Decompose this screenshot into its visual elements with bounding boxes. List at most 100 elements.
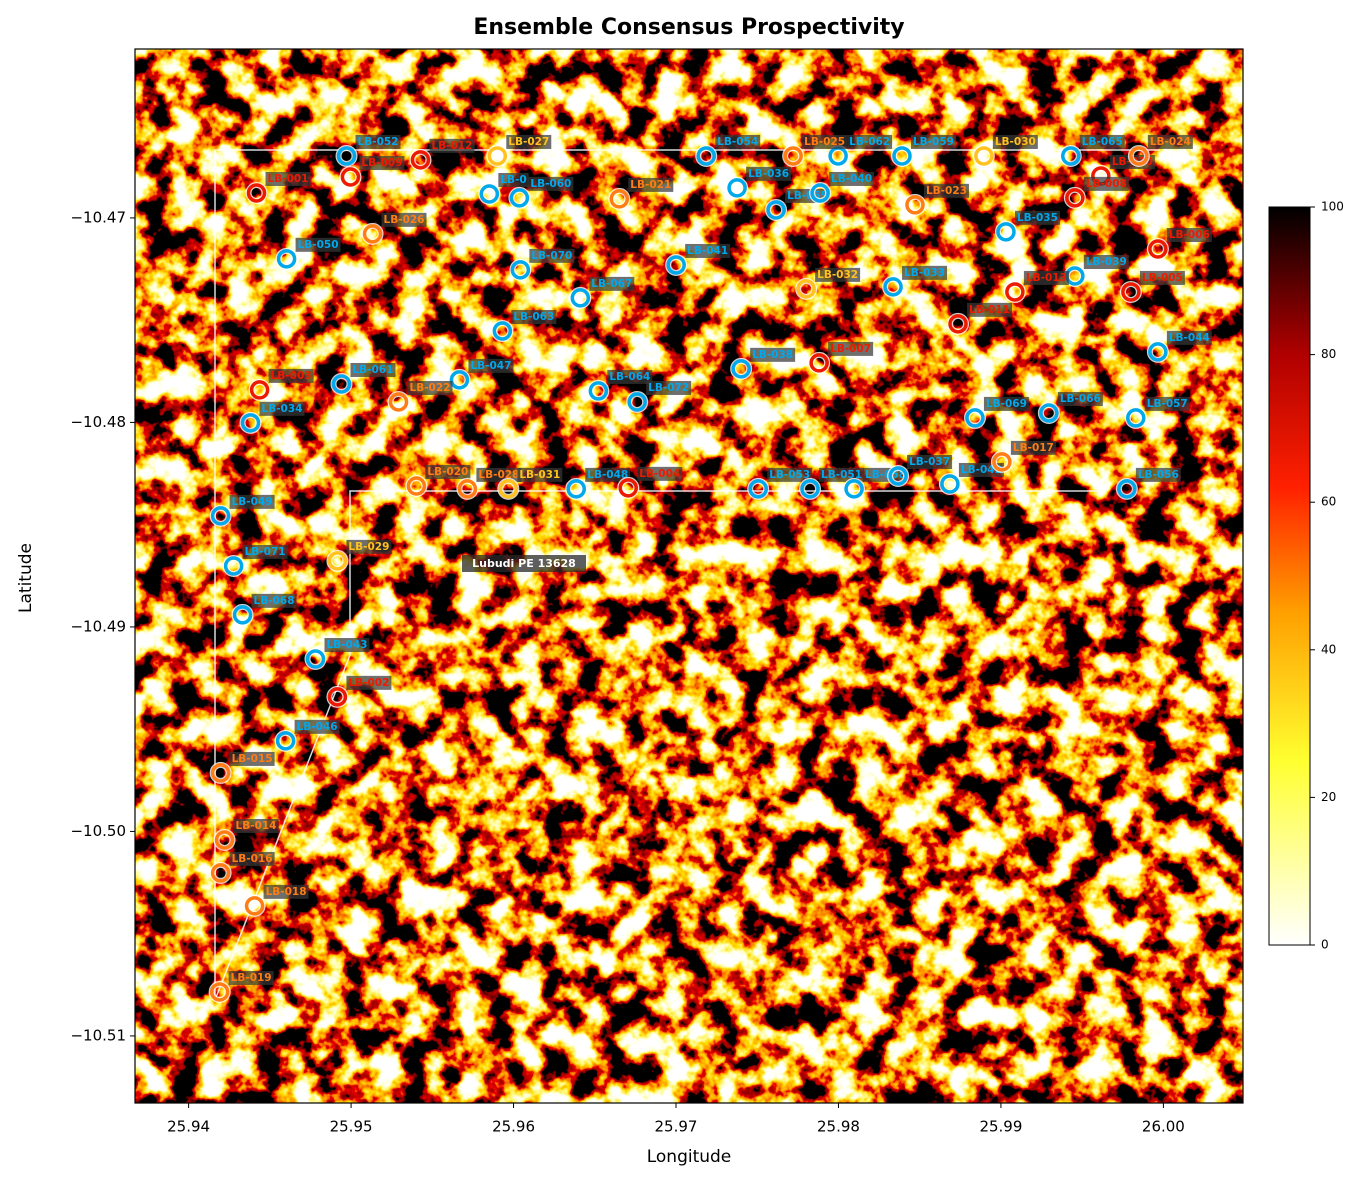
point: [509, 188, 530, 208]
point-label: LB-033: [904, 267, 945, 279]
point-label: LB-037: [909, 456, 950, 468]
point-label: LB-067: [591, 278, 632, 290]
point: [327, 687, 348, 707]
point: [1065, 188, 1085, 208]
point: [748, 479, 768, 499]
point: [588, 381, 609, 401]
point: [609, 189, 630, 209]
point: [810, 183, 830, 203]
x-tick-label: 25.97: [655, 1118, 698, 1136]
point-label: LB-026: [384, 214, 425, 226]
point-label-box: [429, 138, 475, 153]
point: [1148, 342, 1168, 362]
point-label: LB-015: [232, 753, 273, 765]
point: [570, 288, 591, 308]
point-label: LB-020: [427, 466, 468, 478]
point-label: LB-030: [995, 136, 1036, 148]
point-label-box: [517, 467, 563, 482]
point-label: LB-063: [513, 311, 554, 323]
point-label-box: [1166, 228, 1212, 243]
point-label: LB-023: [926, 185, 967, 197]
point: [210, 863, 231, 883]
point-label-box: [265, 171, 311, 186]
point-label-box: [229, 851, 275, 866]
y-tick-label: −10.48: [70, 413, 126, 431]
point-label-box: [1010, 440, 1056, 455]
point-label: LB-062: [849, 136, 890, 148]
point-label: LB-057: [1147, 398, 1188, 410]
point: [406, 476, 427, 496]
colorbar-tick-label: 0: [1321, 938, 1329, 952]
point: [510, 260, 531, 280]
point-label-box: [607, 369, 653, 384]
point-label: LB-049: [232, 496, 273, 508]
point: [336, 146, 357, 166]
point-label-box: [967, 302, 1013, 317]
point-label: LB-008: [1086, 178, 1127, 190]
point-label-box: [468, 358, 514, 373]
point-label: LB-072: [648, 382, 689, 394]
point-label-box: [381, 212, 427, 227]
point: [892, 146, 912, 166]
point-label-box: [983, 396, 1029, 411]
point-label-box: [589, 276, 635, 291]
point: [905, 195, 925, 215]
point-label: LB-021: [630, 179, 671, 191]
x-tick-label: 26.00: [1142, 1118, 1185, 1136]
point-label: LB-024: [1150, 136, 1191, 148]
colorbar: [1268, 206, 1311, 946]
point: [1061, 146, 1081, 166]
point: [974, 146, 994, 166]
point: [214, 830, 235, 850]
point-label-box: [295, 237, 341, 252]
chart-title: Ensemble Consensus Prospectivity: [473, 15, 904, 40]
point-label-box: [802, 134, 848, 149]
point: [800, 479, 820, 499]
point-label-box: [1083, 254, 1129, 269]
point-label: LB-028: [478, 469, 519, 481]
point: [210, 763, 231, 783]
point: [965, 408, 985, 428]
point-label-box: [242, 544, 288, 559]
point-label-box: [1023, 270, 1069, 285]
point: [1121, 282, 1141, 302]
point: [1005, 282, 1025, 302]
point-label: LB-0: [500, 174, 526, 186]
y-axis-label: Latitude: [16, 543, 36, 613]
point-label: LB-048: [587, 469, 628, 481]
point: [844, 479, 864, 499]
point-label-box: [685, 243, 731, 258]
point-label: LB-003: [271, 370, 312, 382]
point: [727, 178, 747, 198]
point: [566, 479, 587, 499]
colorbar-tick-label: 20: [1321, 790, 1336, 804]
point-label: LB-005: [1142, 272, 1183, 284]
point-label: LB-009: [361, 157, 402, 169]
point-label-box: [528, 176, 574, 191]
point: [410, 150, 431, 170]
point-label-box: [259, 401, 305, 416]
x-tick-label: 25.95: [330, 1118, 373, 1136]
point-label: LB-027: [508, 136, 549, 148]
point: [666, 255, 686, 275]
point-label-box: [268, 368, 314, 383]
x-tick-label: 25.96: [492, 1118, 535, 1136]
point: [331, 374, 352, 394]
y-tick-label: −10.47: [70, 208, 126, 226]
point-label: LB-031: [519, 469, 560, 481]
point-label: LB-065: [1082, 136, 1123, 148]
point-label: LB-054: [717, 136, 758, 148]
point-label-box: [324, 638, 370, 653]
point: [276, 249, 297, 269]
point: [498, 479, 519, 499]
point-label: LB-036: [748, 168, 789, 180]
point-label: LB-002: [348, 677, 389, 689]
point-label: LB-011: [969, 304, 1010, 316]
point-label: LB-069: [986, 398, 1027, 410]
point: [783, 146, 803, 166]
point-label: LB-029: [348, 541, 389, 553]
point-label: LB-043: [326, 639, 367, 651]
point: [275, 731, 296, 751]
point-label: LB-035: [1017, 212, 1058, 224]
point: [696, 146, 716, 166]
